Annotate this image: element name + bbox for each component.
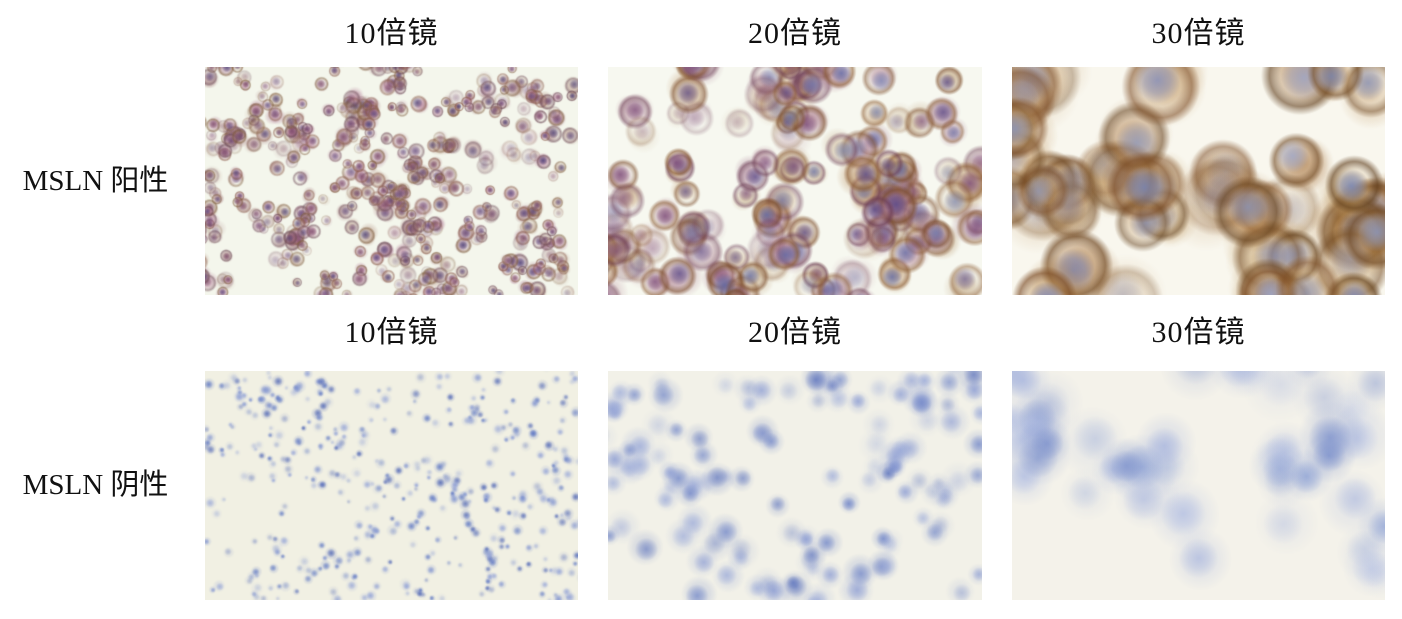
micrograph-msln-positive-20x — [608, 67, 982, 295]
micrograph-msln-negative-10x — [205, 371, 578, 600]
column-header-10x-negative: 10倍镜 — [344, 316, 439, 349]
micrograph-msln-positive-30x — [1012, 67, 1385, 295]
column-header-30x-negative: 30倍镜 — [1151, 316, 1246, 349]
column-header-20x-negative: 20倍镜 — [748, 316, 842, 349]
column-header-30x-positive: 30倍镜 — [1151, 16, 1246, 50]
ihc-staining-figure: 10倍镜 20倍镜 30倍镜 MSLN 阳性 10倍镜 20倍镜 30倍镜 MS… — [22, 16, 1385, 600]
column-header-10x-positive: 10倍镜 — [344, 16, 439, 50]
micrograph-msln-positive-10x — [205, 67, 578, 295]
row-label-msln-negative: MSLN 阴性 — [22, 469, 169, 501]
micrograph-msln-negative-20x — [608, 371, 982, 600]
column-header-20x-positive: 20倍镜 — [748, 16, 842, 50]
row-label-msln-positive: MSLN 阳性 — [22, 164, 169, 197]
micrograph-msln-negative-30x — [1012, 371, 1385, 600]
